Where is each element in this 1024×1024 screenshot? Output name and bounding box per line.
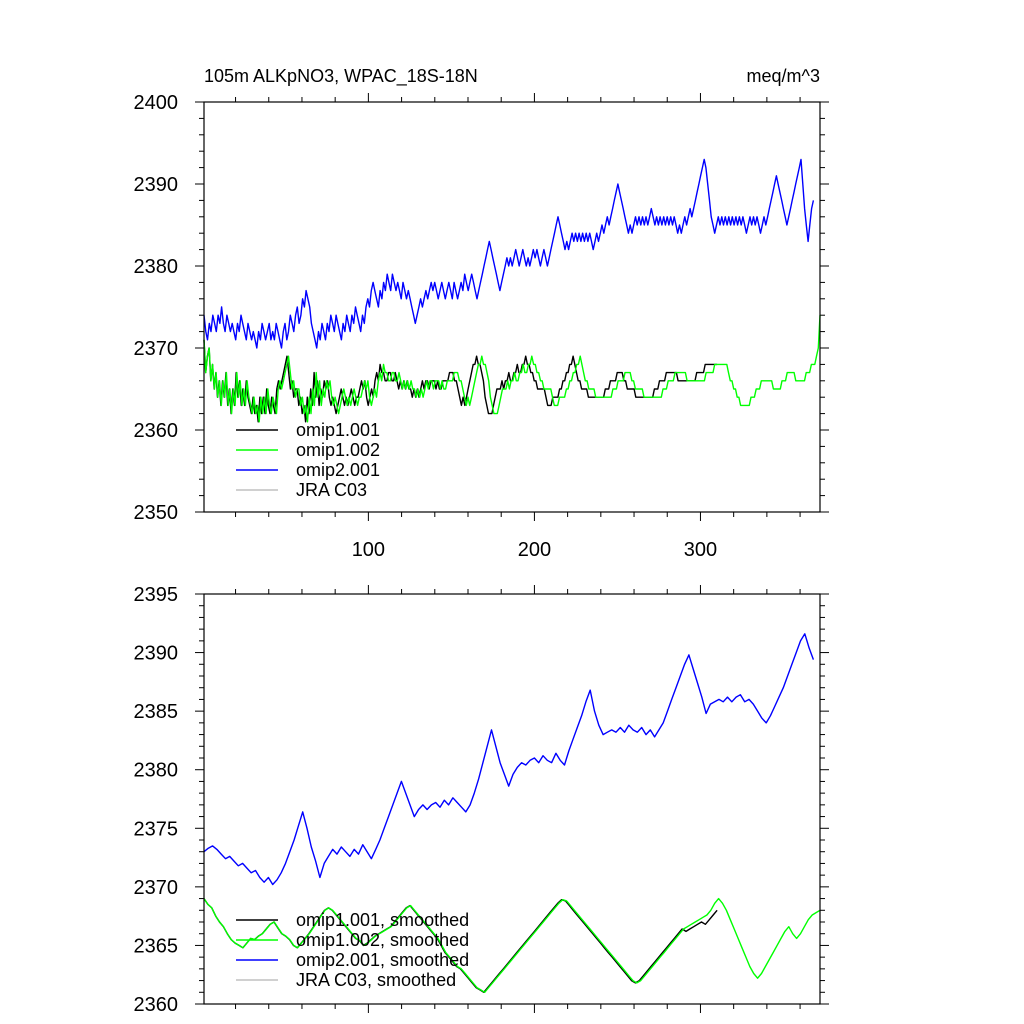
y-tick-label: 2400 xyxy=(134,92,179,114)
series-line-omip1-002 xyxy=(203,315,821,423)
bottom-panel: 2360 2365 2370 2375 2380 2385 2390 2395 omip1.0… xyxy=(134,584,829,1016)
y-tick-label: 2350 xyxy=(134,502,179,524)
legend-label: JRA C03, smoothed xyxy=(296,970,456,990)
y-tick-label: 2390 xyxy=(134,174,179,196)
y-tick-label: 2370 xyxy=(134,877,179,899)
bottom-panel-frame xyxy=(203,593,821,1005)
y-tick-label: 2385 xyxy=(134,701,179,723)
series-line-omip1-002-smoothed xyxy=(203,897,821,993)
series-line-omip1-001 xyxy=(203,339,718,423)
y-tick-label: 2380 xyxy=(134,760,179,782)
series-line-omip2-001-smoothed xyxy=(203,633,815,886)
y-tick-label: 2360 xyxy=(134,420,179,442)
y-tick-label: 2360 xyxy=(134,994,179,1016)
bottom-panel-axes: 2360 2365 2370 2375 2380 2385 2390 2395 xyxy=(134,584,829,1016)
series-line-omip2-001 xyxy=(203,158,815,349)
legend-label: omip1.001, smoothed xyxy=(296,910,469,930)
y-tick-label: 2380 xyxy=(134,256,179,278)
y-tick-label: 2375 xyxy=(134,818,179,840)
x-tick-label: 200 xyxy=(518,539,551,561)
legend-label: omip1.002, smoothed xyxy=(296,930,469,950)
y-tick-label: 2395 xyxy=(134,584,179,606)
top-panel-axes: 2350 2360 2370 2380 2390 2400 100 200 300 xyxy=(134,92,829,561)
y-tick-label: 2365 xyxy=(134,935,179,957)
legend-label: omip1.001 xyxy=(296,420,380,440)
legend-label: omip2.001 xyxy=(296,460,380,480)
legend-label: JRA C03 xyxy=(296,480,367,500)
y-tick-label: 2370 xyxy=(134,338,179,360)
bottom-panel-series xyxy=(203,633,821,993)
top-panel-frame xyxy=(203,101,821,513)
x-tick-label: 100 xyxy=(352,539,385,561)
top-panel-title: 105m ALKpNO3, WPAC_18S-18N xyxy=(204,66,478,87)
top-panel-units: meq/m^3 xyxy=(747,66,820,86)
legend-label: omip1.002 xyxy=(296,440,380,460)
legend-label: omip2.001, smoothed xyxy=(296,950,469,970)
top-panel-series xyxy=(203,158,821,423)
y-tick-label: 2390 xyxy=(134,643,179,665)
top-panel: 105m ALKpNO3, WPAC_18S-18N meq/m^3 23502… xyxy=(134,66,829,561)
x-tick-label: 300 xyxy=(684,539,717,561)
